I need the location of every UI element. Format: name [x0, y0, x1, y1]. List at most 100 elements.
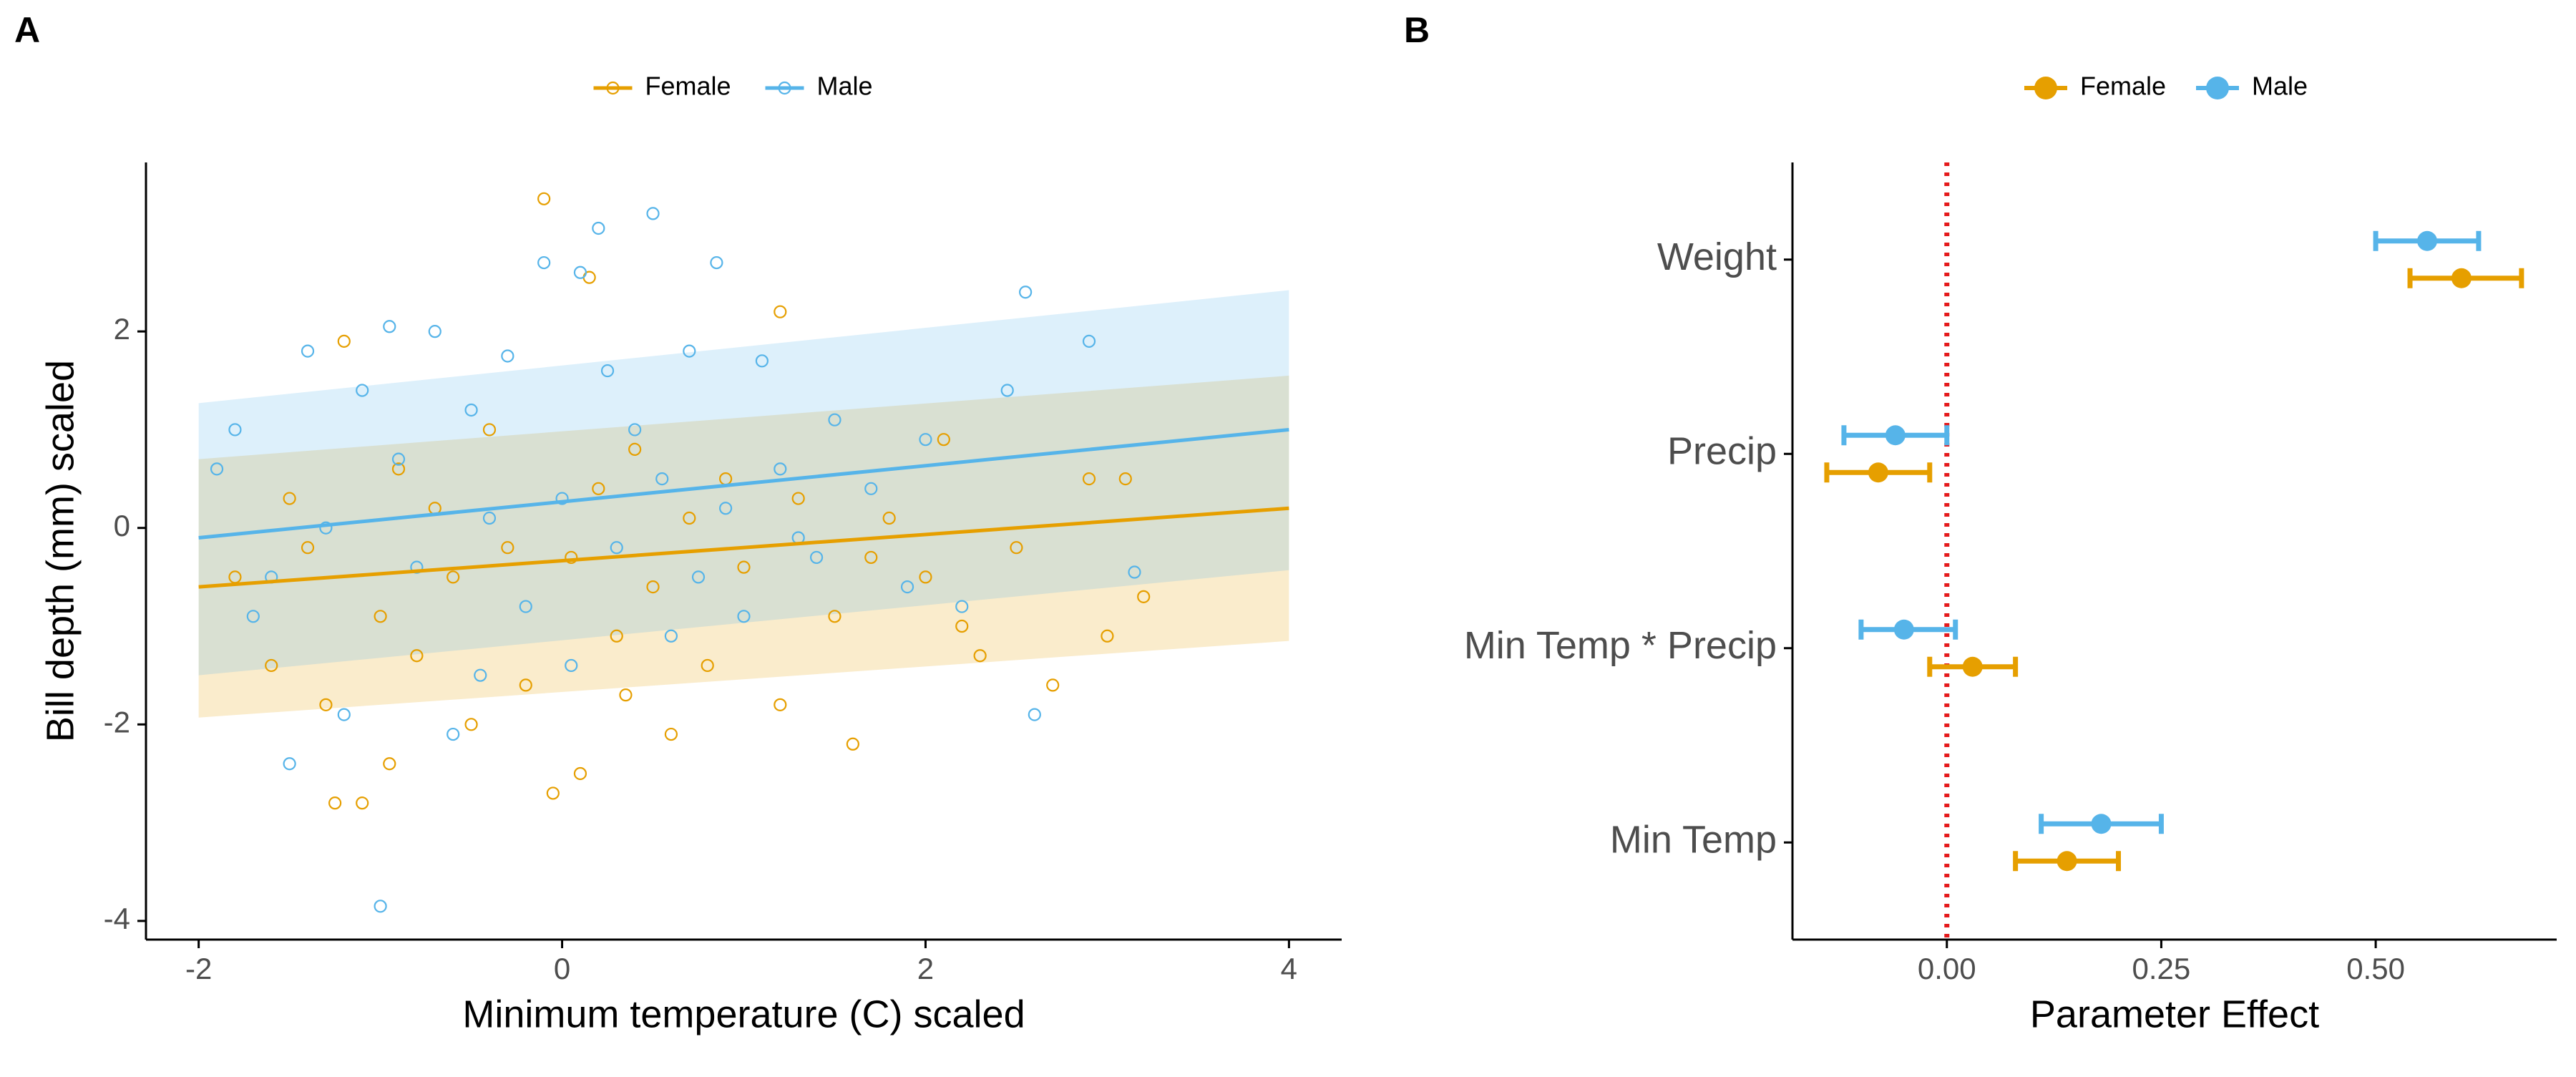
scatter-point — [600, 364, 615, 378]
scatter-point — [655, 472, 669, 486]
scatter-point — [937, 433, 950, 447]
scatter-point — [1028, 708, 1041, 721]
scatter-point — [565, 550, 578, 565]
y-tick-label: 2 — [114, 312, 130, 346]
y-tick-label: Weight — [1657, 235, 1777, 278]
scatter-point — [374, 900, 387, 913]
scatter-point — [809, 550, 824, 565]
scatter-point — [410, 649, 424, 663]
scatter-point — [628, 442, 642, 457]
scatter-point — [1137, 590, 1151, 603]
point-estimate — [2417, 230, 2438, 251]
scatter-point — [628, 423, 642, 437]
legend-key — [778, 81, 791, 95]
x-axis-title: Parameter Effect — [2030, 993, 2319, 1035]
scatter-point — [356, 796, 369, 810]
scatter-point — [573, 265, 587, 279]
scatter-point — [955, 619, 969, 633]
legend-label: Female — [2080, 72, 2166, 101]
scatter-point — [328, 796, 342, 810]
scatter-point — [383, 320, 396, 333]
legend-label: Male — [817, 72, 873, 101]
y-tick-label: Min Temp * Precip — [1464, 624, 1777, 667]
scatter-point — [283, 757, 296, 771]
point-estimate — [2091, 814, 2112, 834]
point-estimate — [1885, 425, 1906, 446]
scatter-point — [592, 221, 605, 235]
legend-key — [606, 81, 620, 95]
scatter-point — [410, 560, 424, 574]
point-estimate — [2451, 268, 2472, 288]
scatter-point — [900, 580, 914, 594]
scatter-point — [864, 482, 878, 495]
scatter-point — [1010, 541, 1023, 555]
scatter-point — [301, 344, 315, 358]
scatter-point — [955, 600, 969, 613]
scatter-point — [474, 668, 487, 682]
scatter-point — [755, 354, 769, 368]
scatter-point — [1019, 286, 1033, 299]
y-tick-label: Precip — [1667, 430, 1777, 473]
scatter-point — [646, 580, 660, 594]
y-tick-label: Min Temp — [1610, 819, 1777, 862]
scatter-point — [374, 610, 387, 623]
scatter-point — [1118, 472, 1132, 486]
scatter-point — [828, 413, 841, 427]
x-axis-title: Minimum temperature (C) scaled — [462, 993, 1025, 1035]
legend-label: Female — [645, 72, 731, 101]
fit-line — [198, 427, 1289, 540]
scatter-point — [555, 492, 569, 505]
x-tick-label: 4 — [1281, 952, 1297, 985]
scatter-point — [391, 452, 406, 466]
scatter-point — [701, 658, 714, 673]
fit-line — [198, 506, 1289, 589]
panel-label: A — [14, 10, 40, 50]
scatter-point — [537, 192, 551, 205]
scatter-point — [683, 344, 696, 358]
scatter-point — [1082, 334, 1096, 348]
scatter-point — [265, 658, 278, 673]
y-tick-label: -4 — [104, 902, 130, 935]
scatter-point — [428, 325, 441, 338]
scatter-point — [774, 698, 787, 711]
y-axis-title: Bill depth (mm) scaled — [39, 360, 82, 742]
scatter-point — [356, 384, 369, 397]
scatter-point — [501, 541, 514, 555]
scatter-point — [573, 766, 587, 781]
scatter-point — [337, 708, 351, 721]
point-estimate — [1893, 619, 1914, 640]
scatter-point — [919, 433, 932, 447]
panel-label: B — [1404, 10, 1430, 50]
scatter-point — [791, 492, 805, 505]
scatter-point — [565, 658, 578, 673]
scatter-point — [1101, 629, 1114, 643]
scatter-point — [1000, 384, 1014, 397]
x-tick-label: 0.25 — [2132, 952, 2191, 985]
scatter-point — [464, 403, 478, 417]
scatter-point — [546, 786, 560, 800]
y-tick-label: 0 — [114, 509, 130, 542]
scatter-point — [482, 423, 497, 437]
scatter-point — [482, 511, 497, 525]
scatter-point — [737, 610, 751, 623]
legend-key — [2206, 77, 2229, 99]
x-tick-label: 2 — [917, 952, 934, 985]
scatter-point — [719, 502, 733, 515]
x-tick-label: 0.00 — [1918, 952, 1976, 985]
scatter-point — [391, 462, 406, 476]
scatter-point — [1128, 565, 1141, 579]
x-tick-label: 0.50 — [2346, 952, 2405, 985]
scatter-point — [646, 207, 660, 220]
scatter-point — [447, 570, 460, 584]
scatter-point — [592, 482, 605, 495]
scatter-point — [246, 610, 260, 623]
scatter-point — [882, 511, 896, 525]
scatter-point — [447, 727, 460, 741]
scatter-point — [774, 305, 787, 318]
scatter-point — [383, 757, 396, 771]
legend-key — [2034, 77, 2057, 99]
scatter-point — [610, 541, 623, 555]
scatter-point — [973, 649, 987, 663]
scatter-point — [301, 541, 315, 555]
